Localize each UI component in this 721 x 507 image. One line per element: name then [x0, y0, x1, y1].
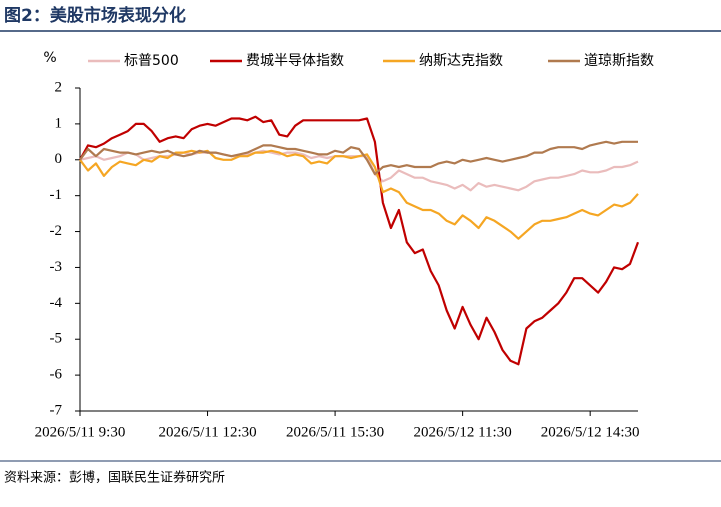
y-tick-label: 0	[55, 151, 63, 167]
legend-label: 标普500	[124, 53, 179, 69]
y-tick-label: -7	[50, 402, 63, 418]
chart-title: 图2：美股市场表现分化	[4, 5, 186, 26]
y-tick-label: 1	[55, 115, 63, 131]
x-tick-label: 2026/5/11 12:30	[158, 424, 256, 440]
x-tick-label: 2026/5/11 15:30	[286, 424, 384, 440]
y-tick-label: -2	[50, 223, 63, 239]
y-axis-label: %	[43, 50, 56, 66]
y-tick-label: 2	[55, 79, 63, 95]
source: 资料来源：彭博，国联民生证券研究所	[4, 470, 225, 486]
legend-label: 纳斯达克指数	[419, 53, 503, 69]
series-line	[79, 149, 639, 240]
legend-label: 道琼斯指数	[584, 53, 654, 69]
legend-label: 费城半导体指数	[246, 53, 344, 69]
x-tick-label: 2026/5/11 9:30	[35, 424, 126, 440]
y-tick-label: -5	[50, 331, 63, 347]
series-line	[79, 140, 638, 176]
x-tick-label: 2026/5/12 14:30	[541, 424, 640, 440]
y-tick-label: -1	[50, 187, 63, 203]
y-tick-label: -3	[50, 259, 63, 275]
y-tick-label: -6	[50, 367, 63, 383]
x-tick-label: 2026/5/12 11:30	[414, 424, 512, 440]
series-line	[79, 115, 640, 366]
y-tick-label: -4	[50, 295, 63, 311]
